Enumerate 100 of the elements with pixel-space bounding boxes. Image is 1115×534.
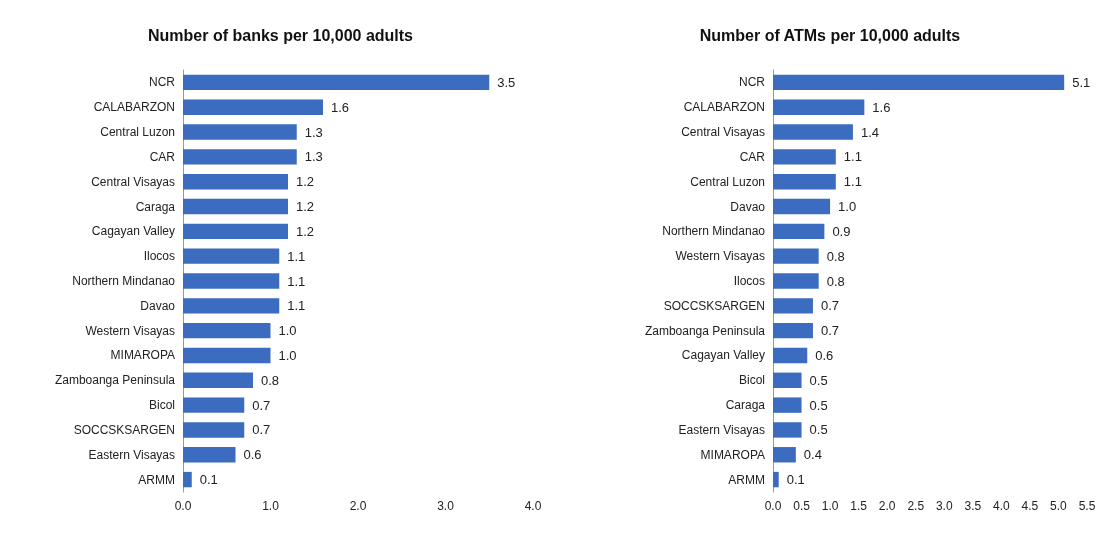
data-label: 0.7 [252,422,271,438]
y-tick-label: Eastern Visayas [88,447,175,462]
data-label: 1.6 [331,99,350,115]
bar [183,248,280,264]
y-tick-label: Davao [730,199,766,214]
bar [183,322,271,339]
data-label: 0.9 [832,223,851,239]
bar [773,397,802,413]
data-label: 0.6 [243,447,262,463]
bar [183,298,280,314]
data-label: 1.1 [287,298,306,314]
y-tick-label: Northern Mindanao [662,224,766,239]
bar [183,174,288,190]
bar [773,248,819,264]
y-tick-label: Central Visayas [681,125,765,140]
x-tick-label: 0.0 [764,499,782,513]
x-tick-label: 4.0 [993,499,1011,513]
data-label: 5.1 [1072,74,1091,90]
y-tick-label: Ilocos [733,274,765,288]
data-label: 0.8 [826,273,845,289]
y-tick-label: Northern Mindanao [72,274,176,288]
data-label: 1.4 [860,124,880,140]
data-label: 1.0 [278,323,297,339]
data-label: 0.5 [809,397,828,413]
y-tick-label: Zamboanga Peninsula [54,373,176,388]
x-tick-label: 0.0 [174,499,192,513]
y-tick-label: Cagayan Valley [681,348,765,363]
x-tick-label: 4.0 [524,499,542,513]
y-tick-label: CALABARZON [93,100,175,115]
data-label: 1.3 [304,149,323,165]
data-label: 1.1 [843,149,862,165]
data-label: 1.6 [872,99,891,115]
bar [773,422,802,438]
y-tick-label: MIMAROPA [700,447,765,462]
data-label: 1.2 [296,174,315,190]
bar [773,174,836,190]
data-label: 1.0 [838,199,857,215]
x-tick-label: 3.0 [437,499,455,513]
y-tick-label: Zamboanga Peninsula [644,323,766,338]
y-tick-label: Central Luzon [100,125,175,140]
data-label: 0.5 [809,422,828,438]
y-tick-label: SOCCSKSARGEN [73,422,175,437]
bar [773,471,779,488]
y-tick-label: CAR [739,149,766,164]
bar [773,372,802,388]
bar [183,347,271,364]
y-tick-label: ARMM [728,472,765,487]
chart-title: Number of ATMs per 10,000 adults [699,26,961,44]
bar [773,322,813,339]
x-tick-label: 4.5 [1021,499,1039,513]
x-tick-label: 5.0 [1050,499,1068,513]
bar [183,447,236,463]
bar [183,372,253,388]
y-tick-label: ARMM [138,472,175,487]
data-label: 0.7 [820,323,840,339]
x-tick-label: 3.0 [935,499,953,513]
bar [773,298,813,314]
y-tick-label: CALABARZON [683,100,765,115]
bar [773,198,831,215]
data-label: 0.5 [809,372,828,388]
y-tick-label: NCR [149,75,176,90]
data-label: 1.2 [296,223,315,239]
bar [773,273,819,289]
bar [183,74,490,91]
bar [183,198,288,215]
y-tick-label: Ilocos [143,249,175,264]
data-label: 0.8 [826,248,845,264]
y-tick-label: MIMAROPA [110,348,175,363]
y-tick-label: Caraga [135,199,176,214]
data-label: 0.7 [820,298,840,314]
y-tick-label: Cagayan Valley [91,224,175,239]
y-tick-label: Western Visayas [85,323,175,338]
bar [773,74,1065,91]
y-tick-label: Central Visayas [91,174,175,189]
data-label: 1.3 [304,124,323,140]
data-label: 0.4 [803,447,822,463]
bar [183,273,280,289]
bar [773,223,825,240]
bar [773,347,808,364]
data-label: 1.0 [278,347,297,363]
bar [773,149,836,165]
x-tick-label: 1.0 [821,499,839,513]
bar [773,99,865,115]
data-label: 3.5 [497,74,516,90]
x-tick-label: 0.5 [793,499,811,513]
bar [183,422,245,438]
bar [183,124,297,140]
y-tick-label: Eastern Visayas [678,422,765,437]
y-tick-label: Bicol [148,398,175,413]
data-label: 1.2 [296,199,315,215]
bar [183,397,245,413]
y-tick-label: Davao [140,298,176,313]
y-tick-label: CAR [149,149,176,164]
data-label: 0.1 [786,472,805,488]
x-tick-label: 2.0 [349,499,367,513]
data-label: 1.1 [287,248,306,264]
x-tick-label: 1.5 [850,499,868,513]
x-tick-label: 2.5 [907,499,925,513]
data-label: 1.1 [287,273,306,289]
x-tick-label: 2.0 [878,499,896,513]
